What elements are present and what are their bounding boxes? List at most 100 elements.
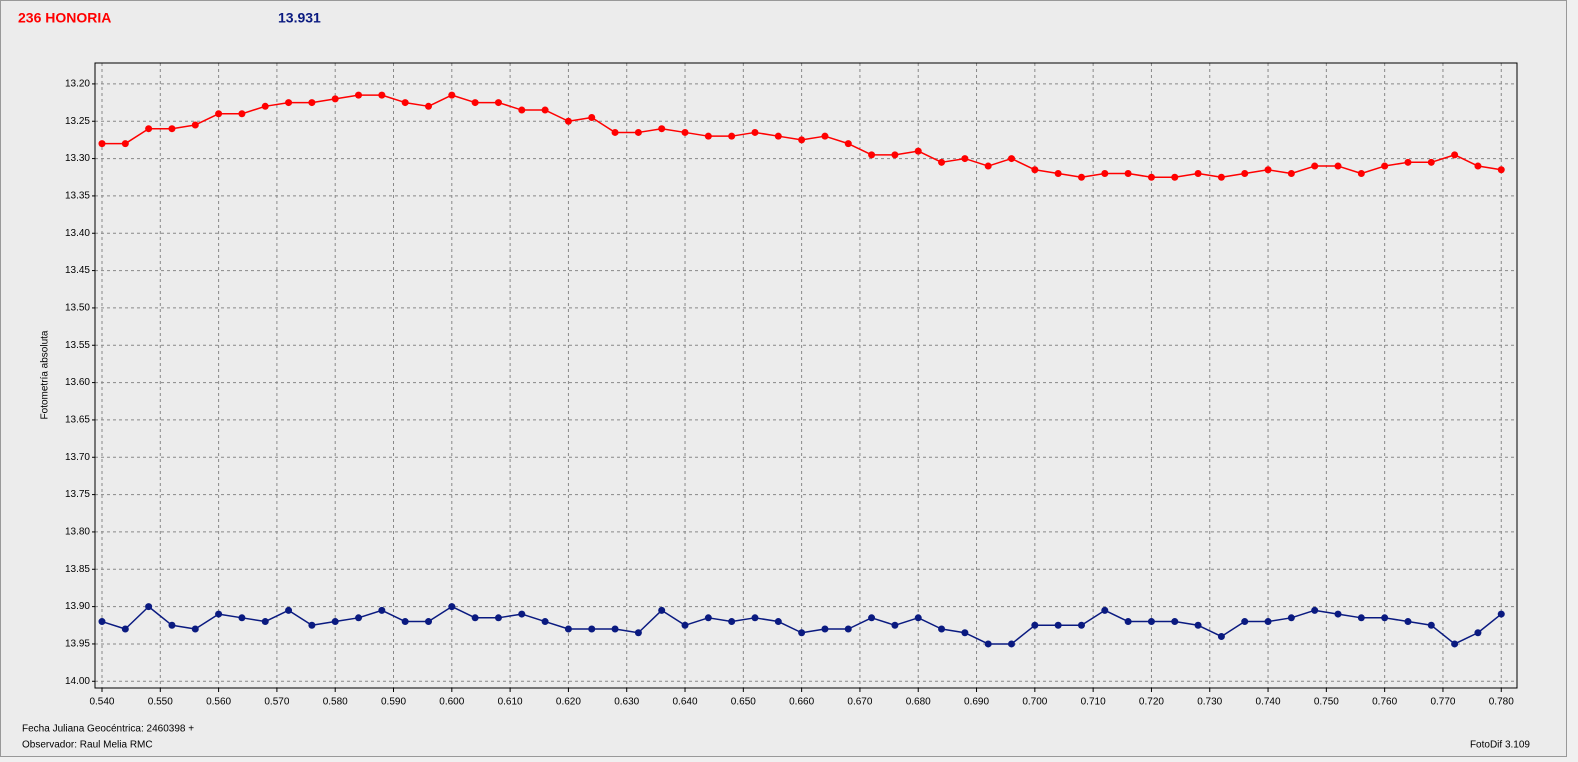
- data-point: [1031, 621, 1039, 629]
- x-tick-label: 0.700: [1022, 697, 1047, 708]
- y-tick-label: 13.65: [65, 415, 90, 426]
- data-point: [1194, 170, 1202, 178]
- x-tick-label: 0.600: [439, 697, 464, 708]
- x-tick-label: 0.540: [89, 697, 114, 708]
- x-tick-label: 0.640: [673, 697, 698, 708]
- data-point: [914, 614, 922, 622]
- data-point: [961, 155, 969, 163]
- data-point: [1357, 614, 1365, 622]
- data-point: [308, 99, 316, 107]
- data-point: [1427, 621, 1435, 629]
- data-point: [168, 125, 176, 133]
- data-point: [728, 132, 736, 140]
- data-point: [401, 618, 409, 626]
- x-tick-label: 0.780: [1489, 697, 1514, 708]
- data-point: [121, 140, 129, 148]
- data-point: [1334, 610, 1342, 618]
- data-point: [984, 640, 992, 648]
- x-tick-label: 0.710: [1081, 697, 1106, 708]
- data-point: [1381, 614, 1389, 622]
- x-tick-label: 0.580: [323, 697, 348, 708]
- data-point: [1451, 151, 1459, 159]
- data-point: [588, 114, 596, 122]
- data-point: [1147, 173, 1155, 181]
- data-point: [1404, 158, 1412, 166]
- data-point: [751, 614, 759, 622]
- data-point: [821, 625, 829, 633]
- data-point: [1054, 170, 1062, 178]
- data-point: [261, 102, 269, 110]
- x-tick-label: 0.720: [1139, 697, 1164, 708]
- data-point: [868, 151, 876, 159]
- y-tick-label: 13.70: [65, 452, 90, 463]
- data-point: [1101, 606, 1109, 614]
- data-point: [424, 102, 432, 110]
- data-point: [518, 610, 526, 618]
- data-point: [1451, 640, 1459, 648]
- data-point: [355, 614, 363, 622]
- data-point: [1171, 173, 1179, 181]
- data-point: [1474, 629, 1482, 637]
- y-tick-label: 13.55: [65, 340, 90, 351]
- data-point: [1008, 640, 1016, 648]
- x-tick-label: 0.610: [498, 697, 523, 708]
- data-point: [494, 614, 502, 622]
- data-point: [891, 151, 899, 159]
- data-point: [1241, 618, 1249, 626]
- y-tick-label: 13.90: [65, 601, 90, 612]
- x-tick-label: 0.740: [1256, 697, 1281, 708]
- data-point: [1264, 166, 1272, 174]
- data-point: [774, 618, 782, 626]
- data-point: [424, 618, 432, 626]
- data-point: [471, 99, 479, 107]
- y-axis-label: Fotometría absoluta: [40, 330, 51, 419]
- data-point: [1217, 632, 1225, 640]
- y-tick-label: 13.50: [65, 303, 90, 314]
- x-tick-label: 0.630: [614, 697, 639, 708]
- y-tick-label: 13.95: [65, 639, 90, 650]
- data-point: [1124, 618, 1132, 626]
- x-tick-label: 0.750: [1314, 697, 1339, 708]
- data-point: [1264, 618, 1272, 626]
- y-tick-label: 13.35: [65, 191, 90, 202]
- data-point: [145, 125, 153, 133]
- data-point: [1381, 162, 1389, 170]
- data-point: [914, 147, 922, 155]
- data-point: [471, 614, 479, 622]
- data-point: [938, 625, 946, 633]
- data-point: [355, 91, 363, 99]
- x-tick-label: 0.570: [264, 697, 289, 708]
- data-point: [308, 621, 316, 629]
- data-point: [728, 618, 736, 626]
- x-tick-label: 0.680: [906, 697, 931, 708]
- data-point: [611, 625, 619, 633]
- data-point: [448, 91, 456, 99]
- data-point: [238, 110, 246, 118]
- data-point: [938, 158, 946, 166]
- data-point: [1311, 606, 1319, 614]
- y-tick-label: 13.80: [65, 527, 90, 538]
- data-point: [518, 106, 526, 114]
- data-point: [98, 618, 106, 626]
- data-point: [215, 610, 223, 618]
- x-tick-label: 0.620: [556, 697, 581, 708]
- data-point: [1217, 173, 1225, 181]
- x-tick-label: 0.650: [731, 697, 756, 708]
- data-point: [564, 625, 572, 633]
- data-point: [564, 117, 572, 125]
- y-tick-label: 13.25: [65, 116, 90, 127]
- chart-subtitle: 13.931: [278, 10, 321, 26]
- x-tick-label: 0.590: [381, 697, 406, 708]
- data-point: [844, 625, 852, 633]
- data-point: [1101, 170, 1109, 178]
- data-point: [1171, 618, 1179, 626]
- data-point: [145, 603, 153, 611]
- y-tick-label: 13.85: [65, 564, 90, 575]
- data-point: [191, 625, 199, 633]
- data-point: [961, 629, 969, 637]
- data-point: [1311, 162, 1319, 170]
- y-tick-label: 13.20: [65, 79, 90, 90]
- data-point: [98, 140, 106, 148]
